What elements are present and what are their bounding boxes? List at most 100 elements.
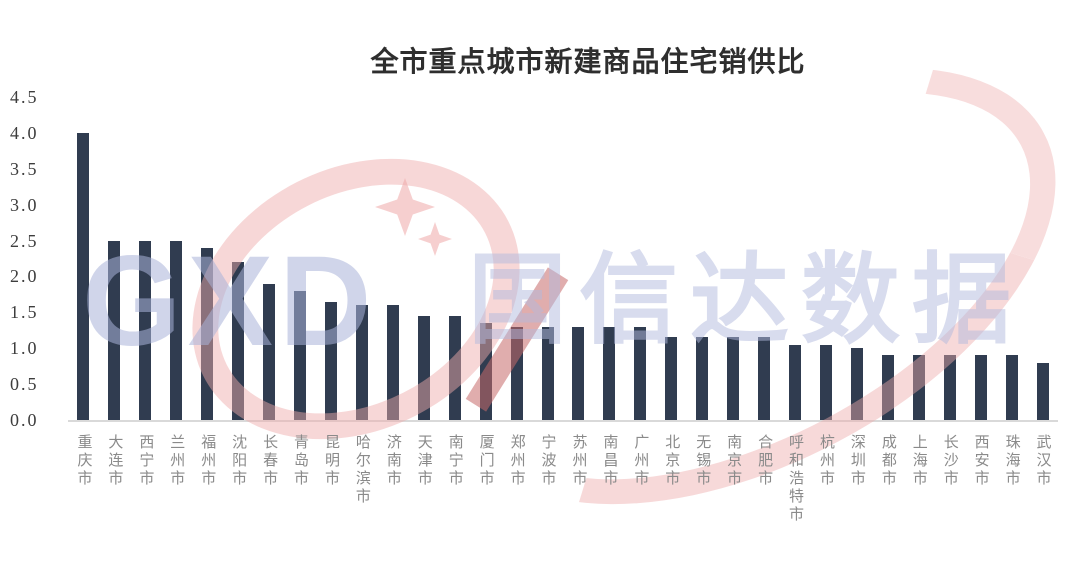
bar-slot — [130, 97, 161, 420]
bar-series — [68, 97, 1058, 420]
x-axis-label: 长沙市 — [941, 434, 958, 488]
x-label-slot: 珠海市 — [996, 434, 1027, 584]
x-axis-label: 苏州市 — [570, 434, 587, 488]
x-axis-label: 厦门市 — [477, 434, 494, 488]
bar — [541, 326, 554, 420]
x-axis-label: 无锡市 — [694, 434, 711, 488]
x-label-slot: 无锡市 — [687, 434, 718, 584]
bar-slot — [377, 97, 408, 420]
bar — [108, 240, 121, 420]
x-axis-label: 郑州市 — [508, 434, 525, 488]
bar — [727, 337, 740, 420]
x-label-slot: 成都市 — [872, 434, 903, 584]
bar — [448, 315, 461, 420]
bar-slot — [996, 97, 1027, 420]
bar-slot — [656, 97, 687, 420]
bar-slot — [718, 97, 749, 420]
x-label-slot: 北京市 — [656, 434, 687, 584]
x-axis-label: 昆明市 — [322, 434, 339, 488]
bar-slot — [1027, 97, 1058, 420]
x-axis-label: 沈阳市 — [230, 434, 247, 488]
x-axis-label: 西安市 — [972, 434, 989, 488]
bar-slot — [594, 97, 625, 420]
x-axis-label: 广州市 — [632, 434, 649, 488]
bar — [758, 337, 771, 420]
x-label-slot: 昆明市 — [316, 434, 347, 584]
bar — [572, 326, 585, 420]
y-axis-tick-label: 0.5 — [10, 374, 39, 395]
bar-slot — [749, 97, 780, 420]
x-label-slot: 南昌市 — [594, 434, 625, 584]
x-label-slot: 济南市 — [377, 434, 408, 584]
x-label-slot: 西宁市 — [130, 434, 161, 584]
x-label-slot: 兰州市 — [161, 434, 192, 584]
bar — [789, 344, 802, 420]
bar — [1005, 355, 1018, 420]
bar — [1036, 362, 1049, 420]
x-label-slot: 天津市 — [408, 434, 439, 584]
bar-slot — [285, 97, 316, 420]
bar — [355, 305, 368, 420]
bar — [232, 262, 245, 420]
bar — [665, 337, 678, 420]
x-label-slot: 重庆市 — [68, 434, 99, 584]
bar-slot — [316, 97, 347, 420]
x-label-slot: 厦门市 — [470, 434, 501, 584]
y-axis-tick-label: 1.5 — [10, 302, 39, 323]
x-axis-label: 兰州市 — [168, 434, 185, 488]
x-axis-label: 珠海市 — [1003, 434, 1020, 488]
x-axis-label: 长春市 — [261, 434, 278, 488]
y-axis-tick-label: 4.5 — [10, 87, 39, 107]
x-axis-label: 哈尔滨市 — [353, 434, 370, 506]
bar — [139, 240, 152, 420]
x-axis-label: 呼和浩特市 — [787, 434, 804, 524]
y-axis-tick-label: 2.5 — [10, 230, 39, 251]
x-label-slot: 深圳市 — [841, 434, 872, 584]
bar-slot — [780, 97, 811, 420]
bar — [294, 290, 307, 420]
x-label-slot: 武汉市 — [1027, 434, 1058, 584]
bar — [201, 247, 214, 420]
x-axis-label: 合肥市 — [756, 434, 773, 488]
bar-slot — [439, 97, 470, 420]
bar — [170, 240, 183, 420]
y-axis-tick-label: 1.0 — [10, 338, 39, 359]
bar — [386, 305, 399, 420]
bar — [634, 326, 647, 420]
bar-slot — [68, 97, 99, 420]
y-axis-tick-label: 3.5 — [10, 158, 39, 179]
bar-slot — [192, 97, 223, 420]
x-axis-label: 南宁市 — [446, 434, 463, 488]
x-axis-label: 武汉市 — [1034, 434, 1051, 488]
x-label-slot: 哈尔滨市 — [346, 434, 377, 584]
bar-slot — [99, 97, 130, 420]
bar-slot — [161, 97, 192, 420]
bar — [943, 355, 956, 420]
bar-slot — [811, 97, 842, 420]
x-axis-label: 西宁市 — [137, 434, 154, 488]
x-label-slot: 杭州市 — [811, 434, 842, 584]
y-axis-tick-label: 4.0 — [10, 122, 39, 143]
bar-slot — [872, 97, 903, 420]
bar — [974, 355, 987, 420]
bar — [912, 355, 925, 420]
bar-slot — [687, 97, 718, 420]
x-label-slot: 青岛市 — [285, 434, 316, 584]
y-axis-tick-label: 3.0 — [10, 194, 39, 215]
x-label-slot: 宁波市 — [532, 434, 563, 584]
x-axis-label: 南昌市 — [601, 434, 618, 488]
x-label-slot: 南京市 — [718, 434, 749, 584]
x-label-slot: 苏州市 — [563, 434, 594, 584]
bar — [479, 323, 492, 420]
bar — [696, 337, 709, 420]
x-axis-label: 上海市 — [910, 434, 927, 488]
bar — [324, 301, 337, 420]
x-label-slot: 长春市 — [254, 434, 285, 584]
x-axis-label: 福州市 — [199, 434, 216, 488]
x-label-slot: 大连市 — [99, 434, 130, 584]
x-label-slot: 沈阳市 — [223, 434, 254, 584]
bar-slot — [470, 97, 501, 420]
bar-slot — [408, 97, 439, 420]
x-axis: 重庆市 大连市 西宁市 兰州市 福州市 沈阳市 长春市 青岛市 昆明市 哈尔滨市 济南市 天津市 南宁市… — [68, 434, 1058, 584]
